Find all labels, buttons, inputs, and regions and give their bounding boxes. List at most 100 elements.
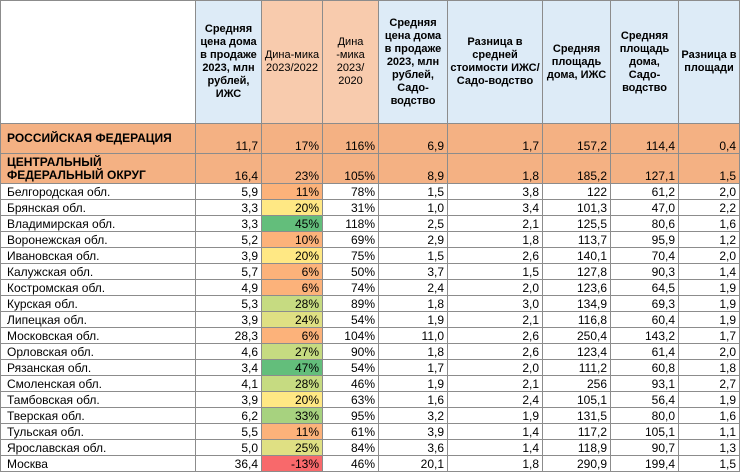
price-izhs-cell: 3,9 xyxy=(195,311,262,328)
area-sad-cell: 64,5 xyxy=(610,279,679,296)
price-izhs-cell: 5,5 xyxy=(195,423,262,440)
price-difference-cell: 2,6 xyxy=(447,247,543,264)
region-cell: Ивановская обл. xyxy=(0,247,196,264)
dynamics-2020-cell: 50% xyxy=(322,263,379,280)
region-cell: Тверская обл. xyxy=(0,407,196,424)
table-row: Липецкая обл. 3,9 24% 54% 1,9 2,1 116,8 60,4 1,9 xyxy=(0,311,740,328)
dynamics-2020-cell: 105% xyxy=(322,153,379,184)
price-sad-cell: 1,5 xyxy=(378,183,448,200)
price-difference-cell: 2,6 xyxy=(447,343,543,360)
area-izhs-cell: 250,4 xyxy=(542,327,611,344)
dynamics-2022-cell: 11% xyxy=(261,183,323,200)
price-difference-cell: 2,4 xyxy=(447,391,543,408)
area-difference-cell: 1,7 xyxy=(678,327,740,344)
table-body: РОССИЙСКАЯ ФЕДЕРАЦИЯ 11,7 17% 116% 6,9 1,7 157… xyxy=(0,123,740,472)
price-difference-cell: 1,4 xyxy=(447,423,543,440)
region-cell: Липецкая обл. xyxy=(0,311,196,328)
region-cell: Тамбовская обл. xyxy=(0,391,196,408)
price-difference-cell: 2,1 xyxy=(447,311,543,328)
price-difference-cell: 2,0 xyxy=(447,279,543,296)
area-sad-cell: 80,0 xyxy=(610,407,679,424)
area-sad-cell: 127,1 xyxy=(610,153,679,184)
price-sad-cell: 3,7 xyxy=(378,263,448,280)
price-sad-cell: 3,2 xyxy=(378,407,448,424)
dynamics-2020-cell: 63% xyxy=(322,391,379,408)
price-difference-cell: 3,4 xyxy=(447,199,543,216)
table-row: Тульская обл. 5,5 11% 61% 3,9 1,4 117,2 105,1 1,… xyxy=(0,423,740,440)
region-cell: Москва xyxy=(0,455,196,472)
price-sad-cell: 1,9 xyxy=(378,311,448,328)
dynamics-2020-cell: 90% xyxy=(322,343,379,360)
price-difference-cell: 1,4 xyxy=(447,439,543,456)
dynamics-2022-cell: 25% xyxy=(261,439,323,456)
price-sad-cell: 1,8 xyxy=(378,343,448,360)
area-sad-cell: 90,3 xyxy=(610,263,679,280)
area-sad-cell: 61,4 xyxy=(610,343,679,360)
price-sad-cell: 1,7 xyxy=(378,359,448,376)
area-izhs-cell: 125,5 xyxy=(542,215,611,232)
area-izhs-cell: 123,6 xyxy=(542,279,611,296)
area-izhs-cell: 117,2 xyxy=(542,423,611,440)
price-sad-cell: 6,9 xyxy=(378,123,448,154)
price-izhs-cell: 4,1 xyxy=(195,375,262,392)
dynamics-2020-cell: 61% xyxy=(322,423,379,440)
price-sad-cell: 2,5 xyxy=(378,215,448,232)
dynamics-2022-cell: 24% xyxy=(261,311,323,328)
price-izhs-cell: 36,4 xyxy=(195,455,262,472)
table-row: Ивановская обл. 3,9 20% 75% 1,5 2,6 140,1 70,4 2… xyxy=(0,247,740,264)
header-region xyxy=(0,0,196,124)
header-price-difference: Разница в средней стоимости ИЖС/Садо-вод… xyxy=(447,0,543,124)
table-row: Калужская обл. 5,7 6% 50% 3,7 1,5 127,8 90,3 1,4 xyxy=(0,263,740,280)
header-price-izhs: Средняя цена дома в продаже 2023, млн ру… xyxy=(195,0,262,124)
area-difference-cell: 2,0 xyxy=(678,183,740,200)
area-izhs-cell: 122 xyxy=(542,183,611,200)
area-izhs-cell: 101,3 xyxy=(542,199,611,216)
price-sad-cell: 11,0 xyxy=(378,327,448,344)
price-izhs-cell: 5,2 xyxy=(195,231,262,248)
region-cell: Московская обл. xyxy=(0,327,196,344)
table-row: Курская обл. 5,3 28% 89% 1,8 3,0 134,9 69,3 1,9 xyxy=(0,295,740,312)
price-izhs-cell: 3,4 xyxy=(195,359,262,376)
price-sad-cell: 1,9 xyxy=(378,375,448,392)
region-cell: Орловская обл. xyxy=(0,343,196,360)
area-izhs-cell: 118,9 xyxy=(542,439,611,456)
dynamics-2020-cell: 46% xyxy=(322,375,379,392)
dynamics-2022-cell: 17% xyxy=(261,123,323,154)
price-sad-cell: 1,8 xyxy=(378,295,448,312)
region-cell: Ярославская обл. xyxy=(0,439,196,456)
price-difference-cell: 1,5 xyxy=(447,263,543,280)
dynamics-2020-cell: 104% xyxy=(322,327,379,344)
area-sad-cell: 90,7 xyxy=(610,439,679,456)
area-difference-cell: 1,3 xyxy=(678,439,740,456)
table-row: Тамбовская обл. 3,9 20% 63% 1,6 2,4 105,1 56,4 1… xyxy=(0,391,740,408)
region-cell: Рязанская обл. xyxy=(0,359,196,376)
price-difference-cell: 2,1 xyxy=(447,375,543,392)
price-sad-cell: 2,4 xyxy=(378,279,448,296)
price-difference-cell: 1,8 xyxy=(447,455,543,472)
price-sad-cell: 8,9 xyxy=(378,153,448,184)
price-izhs-cell: 5,9 xyxy=(195,183,262,200)
dynamics-2020-cell: 116% xyxy=(322,123,379,154)
price-difference-cell: 2,0 xyxy=(447,359,543,376)
region-cell: Калужская обл. xyxy=(0,263,196,280)
price-izhs-cell: 4,6 xyxy=(195,343,262,360)
header-area-difference: Разница в площади xyxy=(678,0,740,124)
dynamics-2022-cell: 47% xyxy=(261,359,323,376)
price-izhs-cell: 5,3 xyxy=(195,295,262,312)
price-izhs-cell: 6,2 xyxy=(195,407,262,424)
dynamics-2022-cell: 28% xyxy=(261,295,323,312)
price-difference-cell: 2,1 xyxy=(447,215,543,232)
area-sad-cell: 69,3 xyxy=(610,295,679,312)
dynamics-2020-cell: 89% xyxy=(322,295,379,312)
dynamics-2022-cell: 20% xyxy=(261,247,323,264)
header-dynamics-2023-2022: Дина-мика 2023/2022 xyxy=(261,0,323,124)
dynamics-2022-cell: 6% xyxy=(261,279,323,296)
price-izhs-cell: 11,7 xyxy=(195,123,262,154)
dynamics-2022-cell: 23% xyxy=(261,153,323,184)
price-sad-cell: 1,0 xyxy=(378,199,448,216)
table-row: Ярославская обл. 5,0 25% 84% 3,6 1,4 118,9 90,7… xyxy=(0,439,740,456)
area-izhs-cell: 290,9 xyxy=(542,455,611,472)
area-izhs-cell: 113,7 xyxy=(542,231,611,248)
area-difference-cell: 1,1 xyxy=(678,423,740,440)
dynamics-2020-cell: 69% xyxy=(322,231,379,248)
